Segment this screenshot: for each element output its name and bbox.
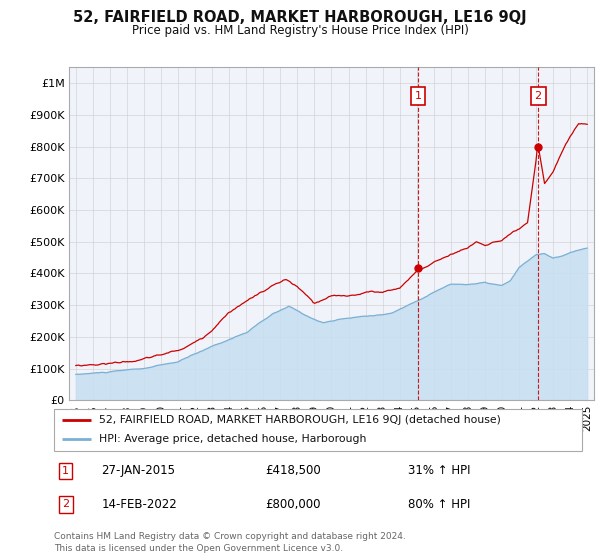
- Text: Contains HM Land Registry data © Crown copyright and database right 2024.
This d: Contains HM Land Registry data © Crown c…: [54, 533, 406, 553]
- Text: £418,500: £418,500: [265, 464, 321, 478]
- Text: Price paid vs. HM Land Registry's House Price Index (HPI): Price paid vs. HM Land Registry's House …: [131, 24, 469, 37]
- Text: 1: 1: [415, 91, 421, 101]
- FancyBboxPatch shape: [54, 409, 582, 451]
- Text: 1: 1: [62, 466, 69, 476]
- Text: HPI: Average price, detached house, Harborough: HPI: Average price, detached house, Harb…: [99, 435, 366, 445]
- Text: 52, FAIRFIELD ROAD, MARKET HARBOROUGH, LE16 9QJ: 52, FAIRFIELD ROAD, MARKET HARBOROUGH, L…: [73, 10, 527, 25]
- Text: £800,000: £800,000: [265, 498, 321, 511]
- Text: 80% ↑ HPI: 80% ↑ HPI: [408, 498, 470, 511]
- Text: 52, FAIRFIELD ROAD, MARKET HARBOROUGH, LE16 9QJ (detached house): 52, FAIRFIELD ROAD, MARKET HARBOROUGH, L…: [99, 415, 501, 425]
- Text: 14-FEB-2022: 14-FEB-2022: [101, 498, 177, 511]
- Text: 27-JAN-2015: 27-JAN-2015: [101, 464, 176, 478]
- Text: 2: 2: [62, 500, 69, 509]
- Text: 2: 2: [535, 91, 542, 101]
- Text: 31% ↑ HPI: 31% ↑ HPI: [408, 464, 470, 478]
